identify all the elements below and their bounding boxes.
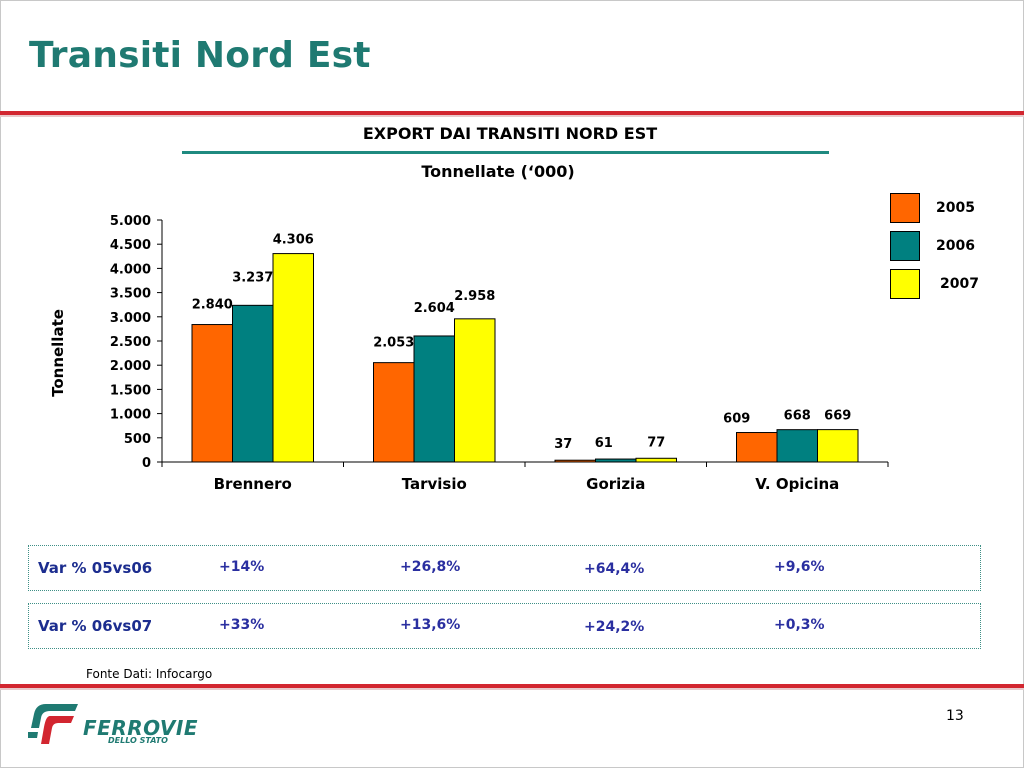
data-label-2007: 2.958 [454,289,495,304]
data-source-note: Fonte Dati: Infocargo [86,667,213,681]
legend-swatch-2006 [890,231,920,261]
variation-value-opicina: +9,6% [774,559,825,575]
bar-2007-tarvisio [454,318,496,463]
x-tick-label: Gorizia [586,475,645,493]
x-tick-label: Tarvisio [402,475,467,493]
page-number: 13 [946,708,964,724]
legend-swatch-2005 [890,193,920,223]
data-label-2005: 37 [554,437,572,452]
data-labels: 2.840 2.053 37 609 3.237 2.604 61 668 4.306 2.958… [192,233,852,453]
ferrovie-logo-mark-icon [28,704,78,744]
legend-label-2005: 2005 [936,200,975,216]
variation-value-tarvisio: +26,8% [400,559,461,575]
data-label-2005: 2.053 [373,336,414,351]
data-label-2005: 609 [723,412,750,427]
y-tick-label: 0 [142,456,151,471]
variation-value-opicina: +0,3% [774,617,825,633]
bottom-red-rule [0,684,1024,688]
bar-2007-gorizia [635,457,677,463]
y-tick-label: 1.500 [110,383,151,398]
legend-item-2006: 2006 [890,231,1000,263]
variation-row-label: Var % 05vs06 [38,559,153,577]
data-label-2006: 668 [784,409,811,424]
data-label-2006: 3.237 [232,270,273,285]
x-axis: Brennero Tarvisio Gorizia V. Opicina [161,461,889,493]
variation-row-06vs07: Var % 06vs07 +33% +13,6% +24,2% +0,3% [28,603,981,649]
logo-wordmark: FERROVIE [83,716,198,740]
legend-item-2005: 2005 [890,193,1000,225]
bar-2006-v-opicina [776,429,818,463]
variation-row-05vs06: Var % 05vs06 +14% +26,8% +64,4% +9,6% [28,545,981,591]
x-tick-label: V. Opicina [755,475,839,493]
variation-value-gorizia: +24,2% [584,619,645,635]
bar-2005-tarvisio [373,362,415,463]
bar-2005-gorizia [554,459,596,463]
y-tick-label: 1.000 [110,408,151,423]
variation-value-gorizia: +64,4% [584,561,645,577]
data-label-2006: 2.604 [414,301,455,316]
legend-label-2007: 2007 [940,276,979,292]
legend-item-2007: 2007 [890,269,1000,301]
logo-subtext: DELLO STATO [108,736,168,745]
y-tick-label: 3.000 [110,311,151,326]
y-tick-label: 5.000 [110,214,151,229]
data-label-2005: 2.840 [192,298,233,313]
bottom-rule-shadow [0,688,1024,690]
data-label-2006: 61 [595,436,613,451]
bar-chart: 0 500 1.000 1.500 2.000 2.500 3.000 3.500 4.000 4… [49,214,889,493]
x-tick-label: Brennero [214,475,292,493]
variation-value-brennero: +33% [219,617,265,633]
bar-2007-brennero [272,253,314,463]
y-tick-label: 2.000 [110,359,151,374]
variation-value-brennero: +14% [219,559,265,575]
ferrovie-logo: FERROVIE DELLO STATO [28,702,198,746]
chart-subtitle: Tonnellate (‘000) [421,162,575,181]
y-axis-label: Tonnellate [49,309,67,397]
bars [191,253,859,463]
data-label-2007: 669 [824,409,851,424]
y-axis: 0 500 1.000 1.500 2.000 2.500 3.000 3.500 4.000 4… [110,214,163,471]
bar-2007-v-opicina [817,429,859,463]
bar-2006-tarvisio [413,335,455,463]
legend-label-2006: 2006 [936,238,975,254]
top-red-rule [0,111,1024,115]
y-tick-label: 4.500 [110,238,151,253]
y-tick-label: 2.500 [110,335,151,350]
bar-2005-v-opicina [736,432,778,463]
bar-2006-brennero [232,304,274,463]
data-label-2007: 77 [647,435,665,450]
data-label-2007: 4.306 [273,233,314,248]
legend-swatch-2007 [890,269,920,299]
y-tick-label: 4.000 [110,262,151,277]
slide-title: Transiti Nord Est [29,35,371,76]
y-tick-label: 3.500 [110,287,151,302]
top-rule-shadow [0,115,1024,117]
chart-title: EXPORT DAI TRANSITI NORD EST [362,124,658,143]
y-tick-label: 500 [124,432,151,447]
bar-2005-brennero [191,324,233,463]
variation-value-tarvisio: +13,6% [400,617,461,633]
chart-title-underline [182,151,829,154]
bar-2006-gorizia [595,458,637,463]
variation-row-label: Var % 06vs07 [38,617,153,635]
